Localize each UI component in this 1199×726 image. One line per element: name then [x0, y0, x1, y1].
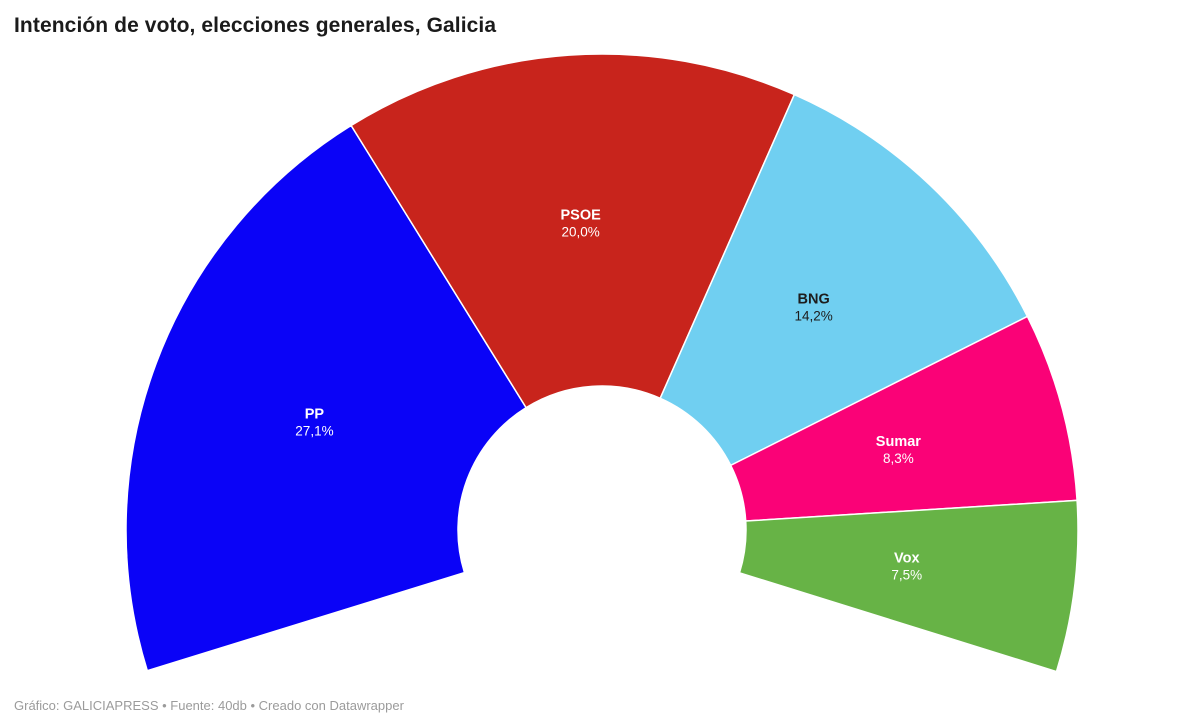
slice-label-vox: Vox 7,5%: [891, 551, 922, 583]
slice-bng: [659, 93, 1029, 467]
slice-sumar: [729, 315, 1078, 522]
chart-credit-line: Gráfico: GALICIAPRESS • Fuente: 40db • C…: [14, 698, 404, 713]
slice-label-sumar: Sumar 8,3%: [876, 434, 921, 466]
slice-label-bng: BNG 14,2%: [795, 292, 833, 324]
chart-title: Intención de voto, elecciones generales,…: [14, 14, 497, 37]
slice-vox: [738, 499, 1079, 673]
slice-label-pp: PP 27,1%: [295, 407, 333, 439]
slice-psoe: [350, 53, 796, 409]
slice-pp: [125, 124, 527, 672]
slice-label-psoe: PSOE 20,0%: [561, 208, 602, 240]
